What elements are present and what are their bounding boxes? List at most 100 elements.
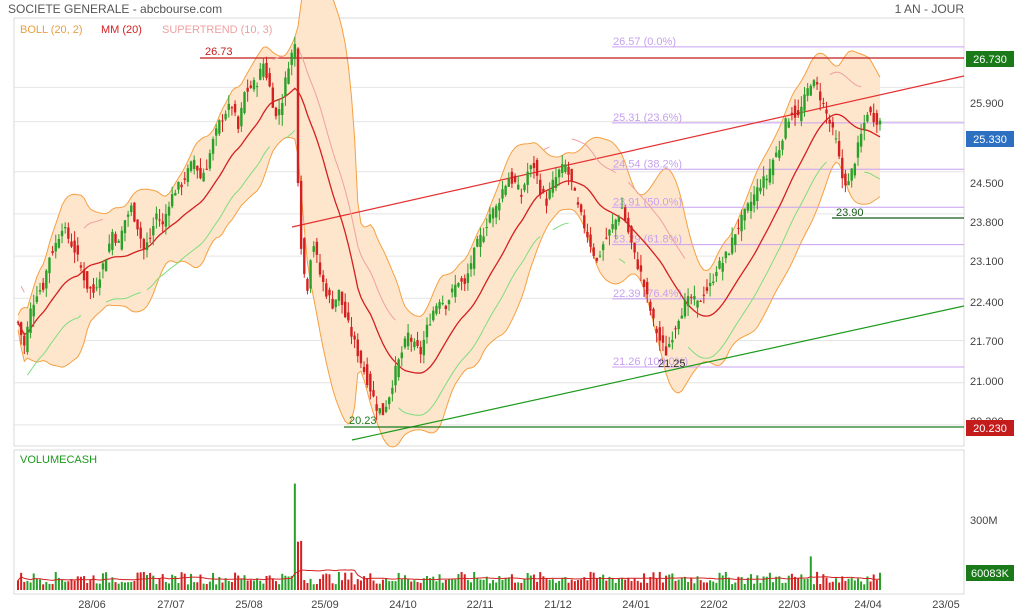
volume-bar — [29, 582, 32, 590]
candle-body — [520, 194, 523, 197]
supertrend-line — [20, 48, 881, 416]
volume-bar — [196, 582, 199, 590]
candle-body — [406, 332, 410, 347]
candle-body — [479, 234, 482, 247]
volume-bar — [42, 584, 45, 590]
volume-bar — [517, 582, 520, 590]
candle-body — [381, 403, 385, 416]
candle-body — [756, 187, 759, 202]
candle-body — [809, 85, 812, 96]
candle-body — [494, 206, 498, 218]
volume-bar — [605, 580, 608, 590]
candle-body — [243, 92, 246, 113]
volume-bar — [526, 572, 529, 590]
candle-body — [416, 340, 419, 346]
volume-bar — [168, 583, 171, 590]
supertrend-segment — [829, 71, 862, 88]
candle-body — [589, 234, 592, 247]
volume-bar — [737, 576, 740, 590]
candle-body — [208, 153, 212, 169]
candle-body — [715, 272, 718, 277]
volume-bar — [89, 580, 92, 590]
volume-bar — [363, 576, 366, 590]
volume-bar — [602, 574, 605, 590]
price-tick: 23.100 — [970, 256, 1004, 268]
candle-body — [837, 140, 841, 157]
supertrend-segment — [83, 218, 104, 229]
volume-bar — [202, 583, 205, 590]
candle-body — [413, 341, 416, 348]
candle-body — [48, 257, 51, 274]
candle-body — [422, 339, 426, 356]
legend-mm: MM (20) — [101, 24, 142, 36]
volume-bar — [630, 581, 633, 590]
chart-title: SOCIETE GENERALE - abcbourse.com — [8, 2, 222, 16]
mm-20-line — [17, 87, 881, 374]
volume-bar — [133, 580, 136, 590]
volume-bar — [111, 577, 114, 590]
trend-lines — [200, 57, 965, 441]
volume-bar — [636, 580, 639, 590]
volume-bar — [205, 584, 208, 590]
volume-bar — [750, 574, 753, 590]
candle-body — [189, 161, 193, 171]
volume-bar — [724, 571, 727, 590]
candle-body — [38, 290, 42, 292]
candle-body — [237, 116, 240, 129]
volume-bar — [507, 577, 510, 590]
volume-bar — [32, 573, 35, 590]
candle-body — [548, 189, 551, 199]
candle-body — [655, 328, 658, 334]
candle-body — [174, 193, 177, 196]
volume-bar — [743, 583, 746, 590]
candle-body — [76, 245, 79, 255]
candle-body — [664, 346, 668, 356]
candle-body — [41, 282, 45, 290]
volume-bar — [350, 572, 353, 590]
candle-body — [249, 85, 253, 88]
volume-bar — [212, 572, 215, 590]
candle-body — [394, 365, 397, 386]
volume-bar — [718, 572, 721, 590]
volume-bar — [740, 577, 743, 590]
candle-body — [718, 260, 721, 269]
volume-bar — [693, 583, 696, 590]
volume-bar — [611, 578, 614, 590]
volume-bar — [347, 579, 350, 590]
candle-body — [120, 230, 124, 250]
candle-body — [435, 305, 438, 314]
volume-bar — [536, 581, 539, 590]
candle-body — [875, 113, 879, 125]
candle-body — [595, 257, 599, 261]
candle-body — [403, 338, 407, 348]
volume-bar — [145, 574, 148, 590]
volume-bar — [567, 582, 570, 590]
supertrend-segment — [543, 146, 550, 151]
candle-body — [746, 203, 750, 211]
candle-body — [573, 188, 577, 191]
volume-bar — [451, 578, 454, 590]
candle-body — [441, 303, 444, 305]
volume-bar — [180, 572, 183, 590]
low-annotation: 20.23 — [349, 415, 377, 427]
candle-body — [123, 220, 127, 234]
x-tick: 25/09 — [311, 599, 339, 611]
volume-bar — [271, 578, 274, 590]
candle-body — [859, 133, 863, 147]
candle-body — [579, 204, 583, 213]
candle-body — [130, 205, 133, 213]
x-tick: 22/03 — [778, 599, 806, 611]
candle-body — [781, 140, 784, 150]
volume-bar — [337, 571, 340, 590]
x-tick: 22/11 — [467, 599, 494, 611]
volume-bar — [646, 582, 649, 590]
volume-bar — [281, 573, 284, 590]
candle-body — [259, 68, 262, 80]
volume-bar — [485, 576, 488, 590]
candle-body — [680, 315, 684, 319]
candle-body — [51, 251, 54, 253]
candle-body — [158, 219, 161, 221]
candle-body — [630, 226, 633, 243]
candle-body — [114, 233, 117, 243]
volume-bar — [385, 577, 388, 590]
